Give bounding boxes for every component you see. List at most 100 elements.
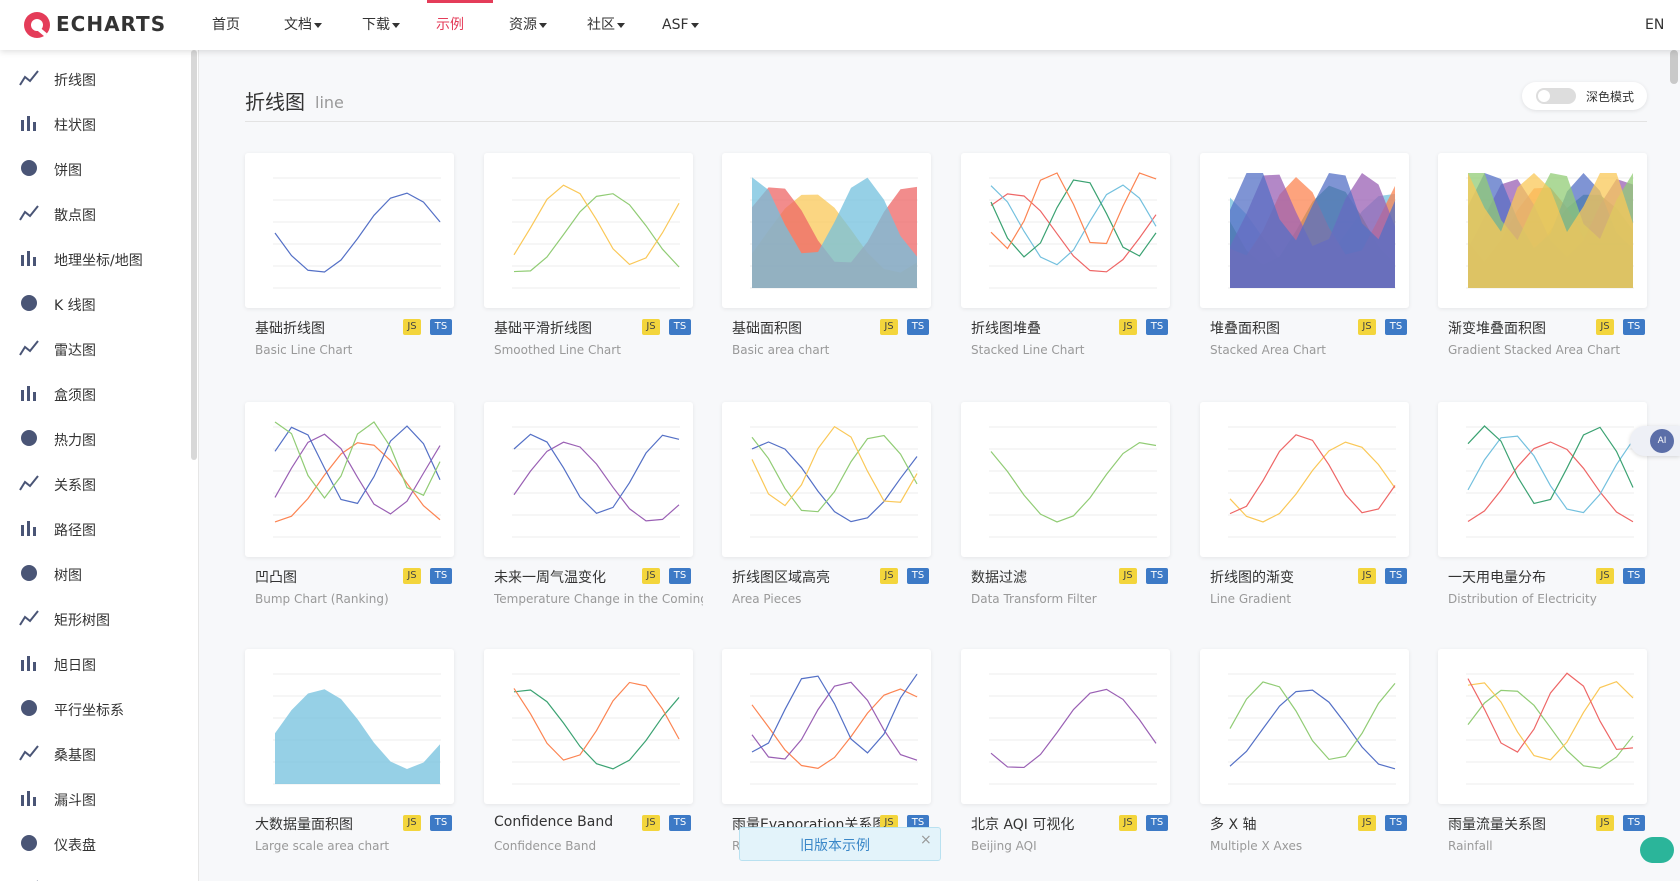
card-thumbnail[interactable] <box>484 649 693 804</box>
js-badge[interactable]: JS <box>642 319 660 335</box>
card-title[interactable]: 雨量流量关系图 <box>1448 817 1546 833</box>
card-title[interactable]: 折线图的渐变 <box>1210 570 1294 586</box>
card-thumbnail[interactable] <box>245 649 454 804</box>
js-badge[interactable]: JS <box>1358 568 1376 584</box>
js-badge[interactable]: JS <box>403 815 421 831</box>
ai-button[interactable]: AI <box>1630 426 1680 456</box>
js-badge[interactable]: JS <box>880 319 898 335</box>
close-icon[interactable]: × <box>920 832 932 848</box>
sidebar-item[interactable]: 饼图 <box>54 163 82 179</box>
card-title[interactable]: 一天用电量分布 <box>1448 570 1546 586</box>
ts-badge[interactable]: TS <box>1146 319 1168 335</box>
sidebar-item[interactable]: 热力图 <box>54 433 96 449</box>
js-badge[interactable]: JS <box>1596 815 1614 831</box>
js-badge[interactable]: JS <box>1596 568 1614 584</box>
card-title[interactable]: 折线图堆叠 <box>971 321 1041 337</box>
ts-badge[interactable]: TS <box>1623 319 1645 335</box>
ts-badge[interactable]: TS <box>1623 568 1645 584</box>
sidebar-item[interactable]: 盒须图 <box>54 388 96 404</box>
js-badge[interactable]: JS <box>1358 319 1376 335</box>
js-badge[interactable]: JS <box>880 568 898 584</box>
card-thumbnail[interactable] <box>245 153 454 308</box>
card-thumbnail[interactable] <box>961 402 1170 557</box>
ts-badge[interactable]: TS <box>430 815 452 831</box>
sidebar-item[interactable]: 地理坐标/地图 <box>54 253 143 269</box>
js-badge[interactable]: JS <box>1596 319 1614 335</box>
card-title[interactable]: 基础平滑折线图 <box>494 321 592 337</box>
card-thumbnail[interactable] <box>245 402 454 557</box>
card-title[interactable]: 渐变堆叠面积图 <box>1448 321 1546 337</box>
card-thumbnail[interactable] <box>484 153 693 308</box>
ts-badge[interactable]: TS <box>1623 815 1645 831</box>
ts-badge[interactable]: TS <box>669 815 691 831</box>
nav-item[interactable]: 首页 <box>212 0 240 50</box>
card-title[interactable]: 未来一周气温变化 <box>494 570 606 586</box>
ts-badge[interactable]: TS <box>1146 568 1168 584</box>
sidebar-item[interactable]: 桑基图 <box>54 748 96 764</box>
nav-item[interactable]: 文档 <box>284 0 322 50</box>
card-title[interactable]: 基础面积图 <box>732 321 802 337</box>
js-badge[interactable]: JS <box>403 568 421 584</box>
js-badge[interactable]: JS <box>1119 319 1137 335</box>
chat-button[interactable] <box>1640 837 1674 863</box>
nav-item[interactable]: 社区 <box>587 0 625 50</box>
dark-mode-toggle[interactable]: 深色模式 <box>1522 82 1647 110</box>
ts-badge[interactable]: TS <box>430 319 452 335</box>
sidebar-item[interactable]: 柱状图 <box>54 118 96 134</box>
card-title[interactable]: 大数据量面积图 <box>255 817 353 833</box>
ts-badge[interactable]: TS <box>669 319 691 335</box>
sidebar-item[interactable]: 仪表盘 <box>54 838 96 854</box>
card-thumbnail[interactable] <box>961 153 1170 308</box>
card-thumbnail[interactable] <box>484 402 693 557</box>
sidebar-item[interactable]: 折线图 <box>54 73 96 89</box>
card-thumbnail[interactable] <box>1200 649 1409 804</box>
ts-badge[interactable]: TS <box>1385 568 1407 584</box>
card-thumbnail[interactable] <box>1438 402 1647 557</box>
ts-badge[interactable]: TS <box>907 568 929 584</box>
card-thumbnail[interactable] <box>722 402 931 557</box>
nav-item[interactable]: 资源 <box>509 0 547 50</box>
card-title[interactable]: 折线图区域高亮 <box>732 570 830 586</box>
ts-badge[interactable]: TS <box>1385 319 1407 335</box>
js-badge[interactable]: JS <box>1358 815 1376 831</box>
nav-item[interactable]: 下载 <box>362 0 400 50</box>
ts-badge[interactable]: TS <box>430 568 452 584</box>
card-title[interactable]: 堆叠面积图 <box>1210 321 1280 337</box>
js-badge[interactable]: JS <box>642 815 660 831</box>
card-thumbnail[interactable] <box>1438 649 1647 804</box>
card-title[interactable]: 凹凸图 <box>255 570 297 586</box>
ts-badge[interactable]: TS <box>1146 815 1168 831</box>
sidebar-item[interactable]: K 线图 <box>54 298 96 314</box>
ts-badge[interactable]: TS <box>907 319 929 335</box>
ts-badge[interactable]: TS <box>1385 815 1407 831</box>
card-title[interactable]: 多 X 轴 <box>1210 817 1257 833</box>
sidebar-item[interactable]: 雷达图 <box>54 343 96 359</box>
sidebar-item[interactable]: 路径图 <box>54 523 96 539</box>
card-title[interactable]: 数据过滤 <box>971 570 1027 586</box>
nav-item[interactable]: ASF <box>662 0 699 50</box>
sidebar-item[interactable]: 平行坐标系 <box>54 703 124 719</box>
nav-item[interactable]: 示例 <box>436 0 464 50</box>
js-badge[interactable]: JS <box>642 568 660 584</box>
card-thumbnail[interactable] <box>1200 153 1409 308</box>
card-title[interactable]: 北京 AQI 可视化 <box>971 817 1075 833</box>
card-title[interactable]: Confidence Band <box>494 814 614 830</box>
card-thumbnail[interactable] <box>1438 153 1647 308</box>
sidebar-item[interactable]: 树图 <box>54 568 82 584</box>
sidebar-item[interactable]: 漏斗图 <box>54 793 96 809</box>
ts-badge[interactable]: TS <box>669 568 691 584</box>
js-badge[interactable]: JS <box>403 319 421 335</box>
card-title[interactable]: 基础折线图 <box>255 321 325 337</box>
logo-text[interactable]: ECHARTS <box>56 12 167 36</box>
card-thumbnail[interactable] <box>1200 402 1409 557</box>
sidebar-item[interactable]: 散点图 <box>54 208 96 224</box>
sidebar-item[interactable]: 关系图 <box>54 478 96 494</box>
js-badge[interactable]: JS <box>1119 568 1137 584</box>
card-thumbnail[interactable] <box>722 649 931 804</box>
card-thumbnail[interactable] <box>961 649 1170 804</box>
sidebar-item[interactable]: 矩形树图 <box>54 613 110 629</box>
legacy-banner[interactable]: 旧版本示例 × <box>739 827 941 861</box>
card-thumbnail[interactable] <box>722 153 931 308</box>
language-switch[interactable]: EN <box>1645 17 1665 33</box>
sidebar-item[interactable]: 旭日图 <box>54 658 96 674</box>
